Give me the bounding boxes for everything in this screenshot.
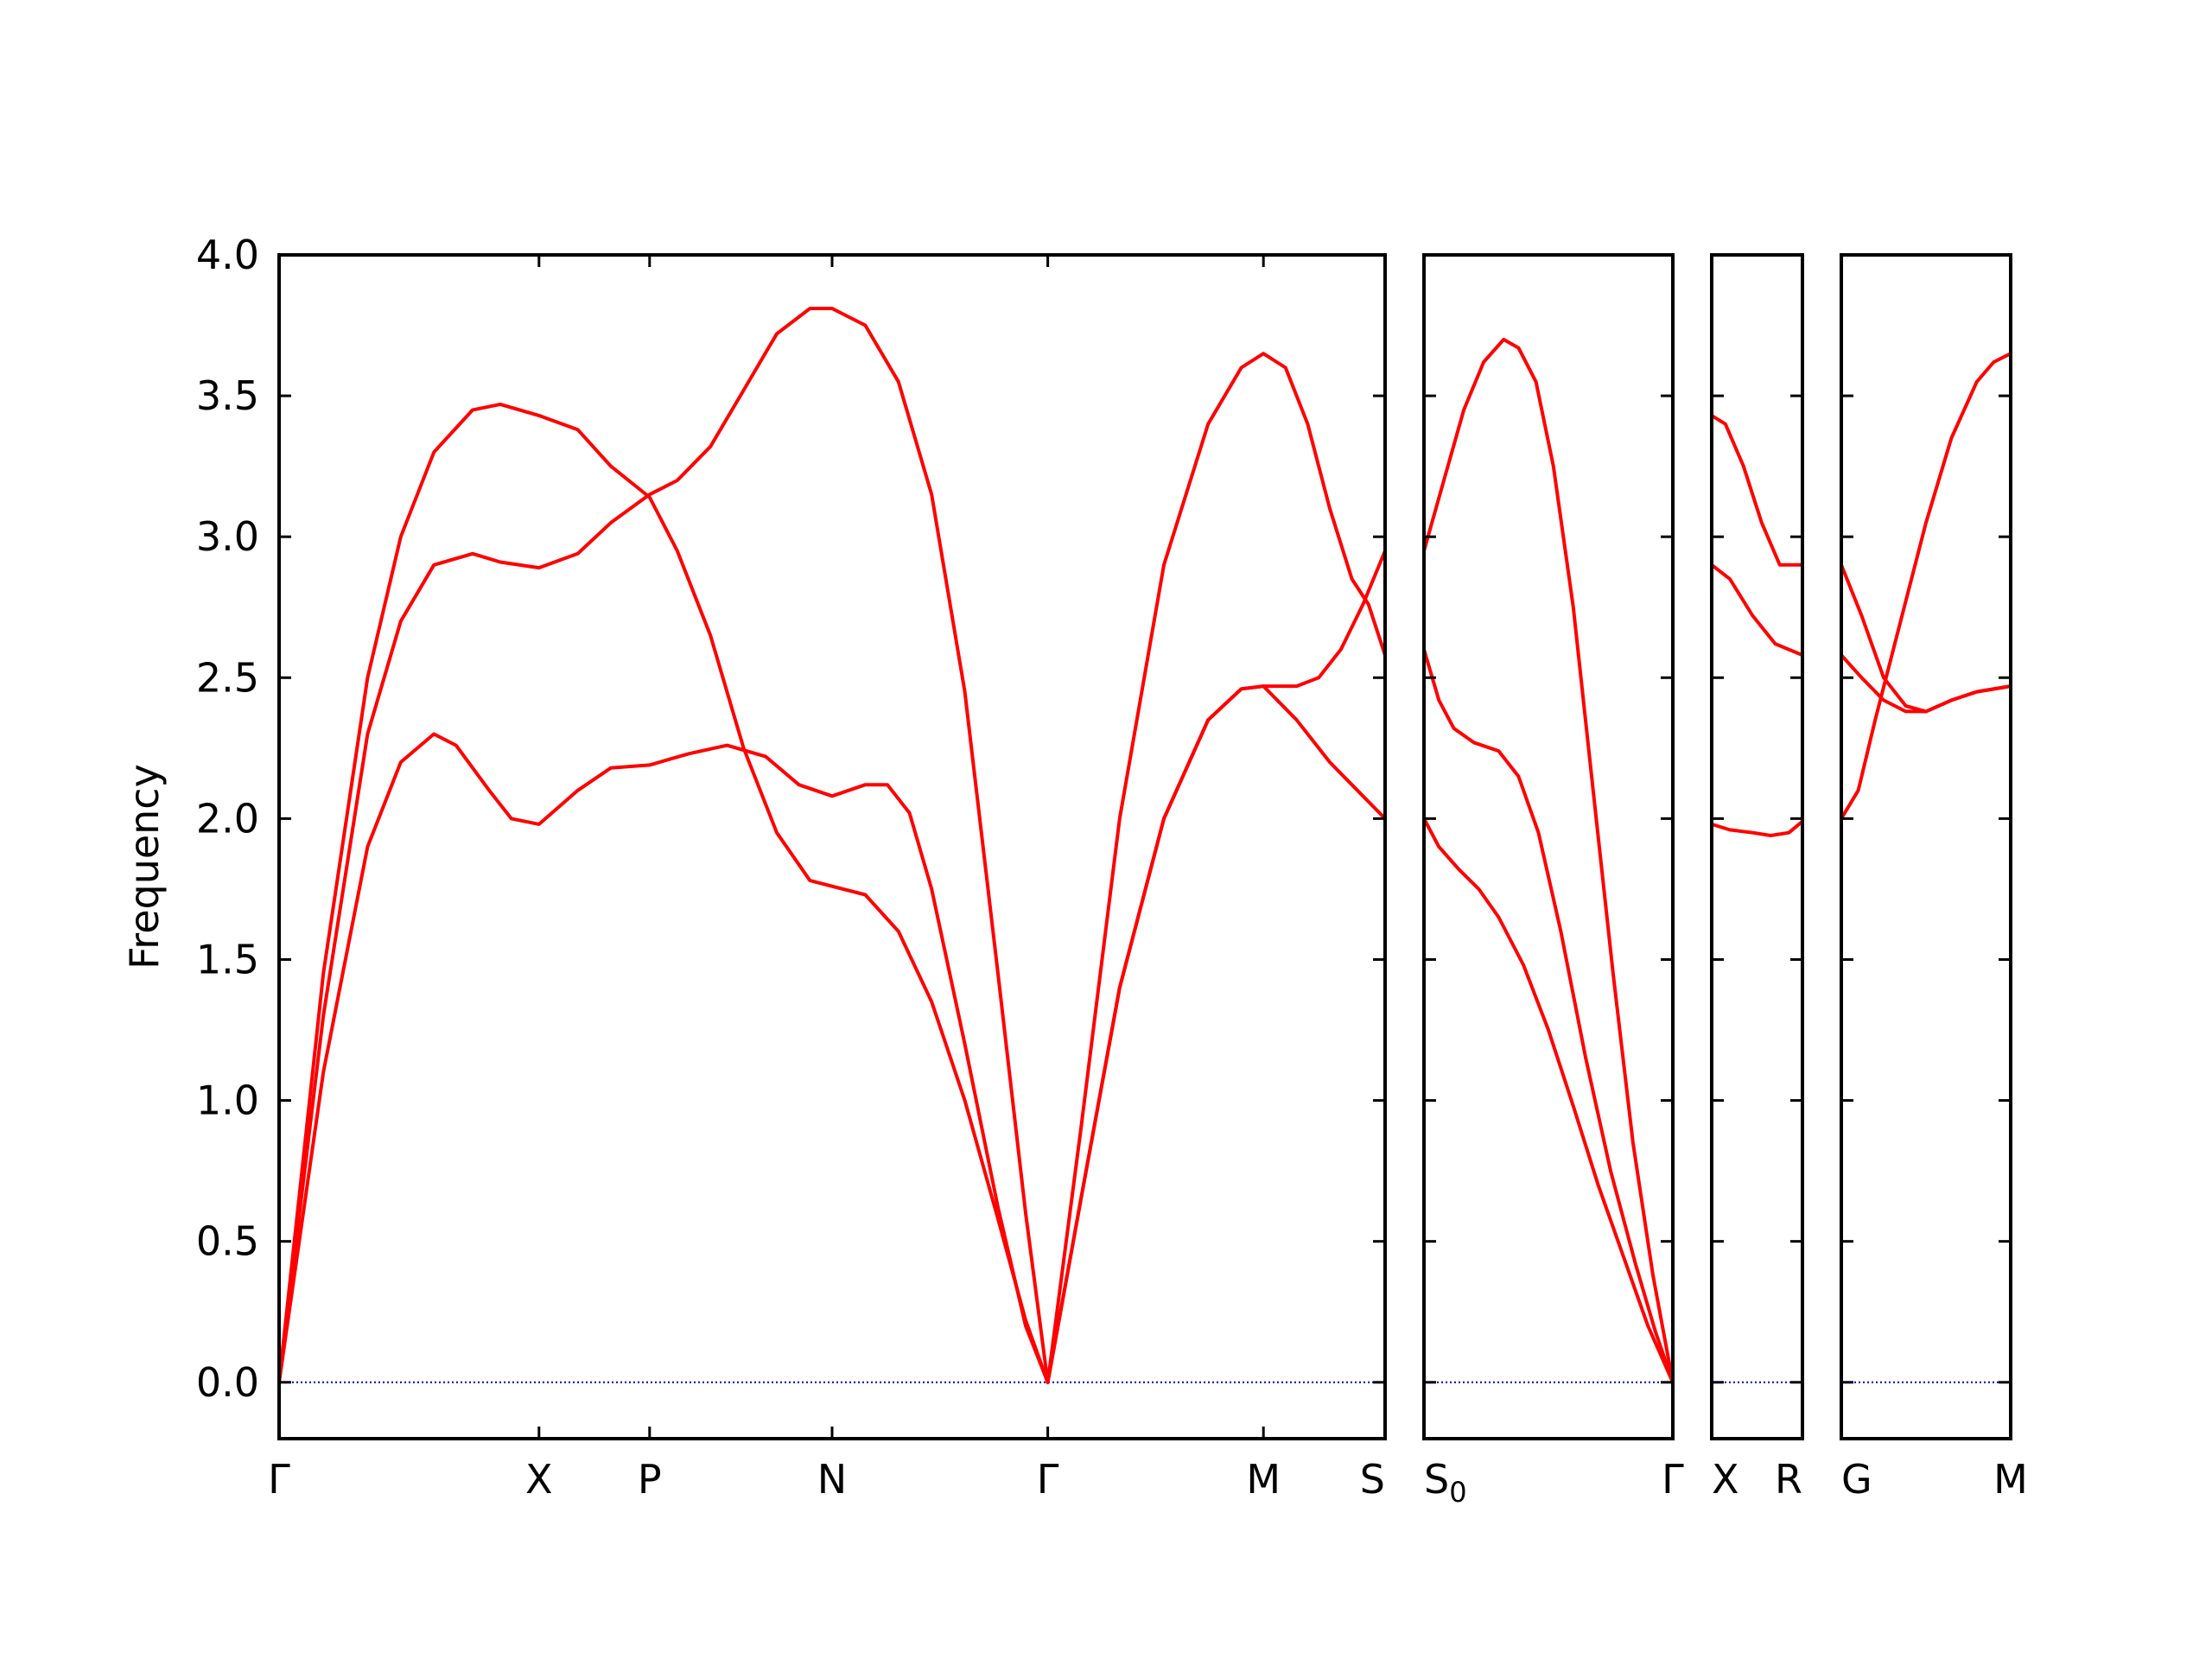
band-line (1422, 817, 1675, 1384)
panel-frame (1710, 253, 1804, 1440)
plot-area: 0.00.51.01.52.02.53.03.54.0Γ X P N Γ M S S0 Γ X R G… (196, 232, 2028, 1509)
y-tick-label: 1.5 (196, 936, 259, 982)
x-tick-label: X (1712, 1456, 1739, 1503)
panel-2: S0 Γ (1422, 253, 1684, 1509)
y-tick-label: 1.0 (196, 1077, 259, 1124)
y-tick-label: 0.5 (196, 1218, 259, 1265)
x-tick-label: G (1841, 1456, 1872, 1503)
x-tick-label: S (1360, 1456, 1385, 1503)
band-line (1710, 413, 1804, 567)
y-tick-label: 3.5 (196, 372, 259, 419)
band-line (277, 402, 1050, 1384)
y-tick-label: 4.0 (196, 232, 259, 278)
band-line (1840, 352, 2012, 821)
band-line (1710, 563, 1804, 658)
x-tick-label: S0 (1424, 1456, 1467, 1509)
x-tick-label: Γ (1662, 1456, 1684, 1503)
band-line (1710, 819, 1804, 837)
band-line (277, 307, 1050, 1384)
panel-frame (1840, 253, 2012, 1440)
band-line (1046, 684, 1387, 1384)
band-line (1046, 549, 1387, 1384)
band-line (1422, 337, 1675, 1384)
x-tick-label: M (1993, 1456, 2028, 1503)
y-tick-label: 2.5 (196, 654, 259, 701)
y-tick-label: 3.0 (196, 513, 259, 560)
x-tick-label: M (1246, 1456, 1281, 1503)
panel-frame (1422, 253, 1675, 1440)
band-line (1840, 653, 2012, 714)
band-line (277, 732, 1050, 1384)
band-line (1046, 352, 1387, 1384)
panel-frame (277, 253, 1387, 1440)
x-tick-label: P (638, 1456, 662, 1503)
y-tick-label: 0.0 (196, 1359, 259, 1406)
y-axis-label: Frequency (121, 764, 168, 969)
x-tick-label: R (1775, 1456, 1802, 1503)
x-tick-label: X (525, 1456, 553, 1503)
x-tick-label: N (817, 1456, 847, 1503)
band-line (1422, 647, 1675, 1384)
x-tick-label: Γ (268, 1456, 290, 1503)
x-tick-label: Γ (1037, 1456, 1059, 1503)
y-tick-label: 2.0 (196, 795, 259, 842)
